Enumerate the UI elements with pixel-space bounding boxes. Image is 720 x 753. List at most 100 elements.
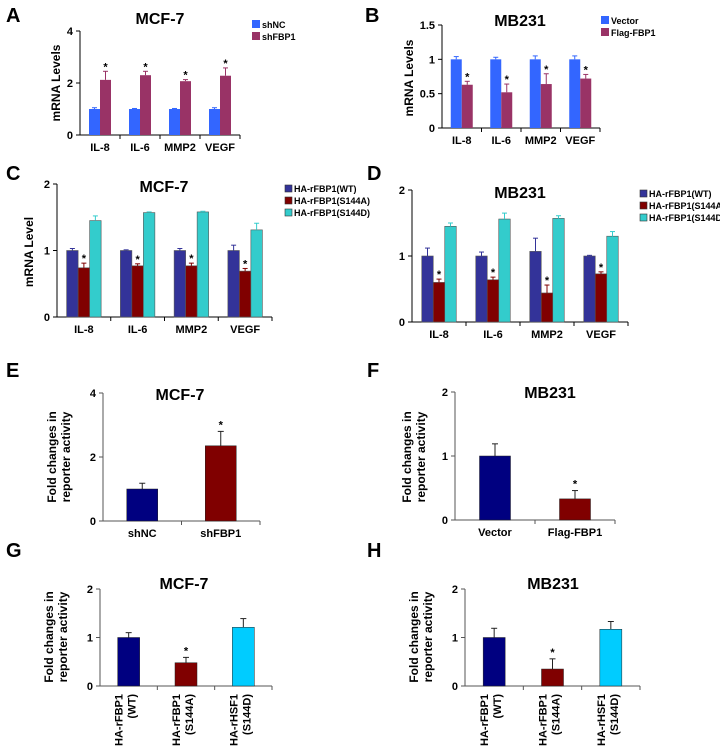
x-category-label: VEGF — [565, 135, 595, 147]
significance-star: * — [243, 258, 248, 270]
legend-label: HA-rFBP1(WT) — [294, 184, 357, 194]
bar — [89, 220, 102, 318]
legend-swatch — [284, 184, 293, 193]
bar — [541, 668, 564, 687]
legend-label: shFBP1 — [262, 32, 296, 42]
y-tick-label: 4 — [90, 388, 97, 400]
bar — [421, 255, 434, 323]
y-tick-label: 1.5 — [420, 20, 435, 32]
bar — [120, 250, 133, 318]
bar — [126, 488, 158, 522]
x-category-label: VEGF — [205, 142, 235, 154]
bar — [173, 250, 186, 318]
bar — [482, 637, 506, 687]
significance-star: * — [103, 61, 108, 73]
x-category-label: shFBP1 — [200, 528, 241, 540]
x-category-label: (S144D) — [241, 694, 253, 735]
chart-title: MB231 — [527, 576, 579, 593]
panel-f: F MB231 0 1 2 Fold changes in reporter activit… — [367, 360, 616, 539]
bar — [450, 59, 462, 129]
panel-b: B MB231 0 0.5 1 1.5 mRNA Levels IL-8 * IL-6 * MMP2 *… — [365, 5, 656, 147]
x-category-label: MMP2 — [525, 135, 557, 147]
y-tick-label: 0 — [87, 681, 93, 693]
bar — [583, 255, 596, 323]
bar — [100, 79, 111, 135]
y-tick-label: 0 — [442, 515, 448, 527]
panel-a: A MCF-7 0 2 4 mRNA Levels IL-8 * IL-6 * MMP2 * VEGF *… — [6, 5, 296, 154]
bar — [529, 59, 541, 129]
bar — [606, 235, 619, 323]
y-tick-label: 1 — [44, 246, 50, 258]
x-category-label: MMP2 — [531, 329, 563, 341]
x-category-label: IL-6 — [128, 324, 148, 336]
significance-star: * — [545, 275, 550, 287]
panel-label: H — [367, 540, 381, 562]
bar — [239, 270, 252, 318]
bar — [169, 109, 180, 135]
chart-title: MCF-7 — [160, 576, 209, 593]
bar — [444, 226, 457, 323]
legend: HA-rFBP1(WT) HA-rFBP1(S144A) HA-rFBP1(S144… — [639, 189, 720, 223]
legend-label: Vector — [611, 16, 639, 26]
panel-label: F — [367, 360, 379, 382]
x-category-label: MMP2 — [164, 142, 196, 154]
bar — [552, 218, 565, 323]
legend-label: HA-rFBP1(S144A) — [649, 201, 720, 211]
bar — [498, 218, 511, 323]
legend: shNC shFBP1 — [252, 20, 296, 42]
legend-label: shNC — [262, 20, 286, 30]
x-category-label: HA-rFBP1 — [171, 694, 183, 746]
bar — [220, 75, 231, 135]
bar — [232, 627, 255, 687]
panel-label: D — [367, 163, 381, 185]
legend-swatch — [252, 32, 260, 40]
y-tick-label: 1 — [399, 251, 405, 263]
x-category-label: HA-rHSF1 — [596, 694, 608, 746]
bar — [599, 629, 623, 687]
y-tick-label: 0 — [452, 681, 458, 693]
panel-g: G MCF-7 0 1 2 Fold changes in reporter activit… — [6, 540, 273, 746]
significance-star: * — [437, 269, 442, 281]
significance-star: * — [465, 71, 470, 83]
panel-c: C MCF-7 0 1 2 mRNA Level IL-8 * IL-6 * MMP2 * VEGF * H… — [6, 163, 370, 336]
significance-star: * — [573, 479, 578, 491]
x-category-label: (S144A) — [551, 694, 563, 735]
x-category-label: IL-6 — [130, 142, 150, 154]
y-axis-label: reporter activity — [56, 591, 70, 682]
bar — [486, 279, 500, 323]
bar — [501, 92, 513, 128]
significance-star: * — [189, 253, 194, 265]
panel-label: A — [6, 5, 20, 27]
y-axis-label: reporter activity — [414, 411, 428, 502]
bar — [479, 455, 511, 521]
bar — [196, 211, 209, 318]
bar — [129, 109, 140, 135]
chart-title: MB231 — [494, 13, 546, 30]
y-tick-label: 2 — [442, 387, 448, 399]
y-tick-label: 0 — [429, 123, 435, 135]
significance-star: * — [544, 64, 549, 76]
y-tick-label: 0.5 — [420, 89, 435, 101]
significance-star: * — [599, 262, 604, 274]
significance-star: * — [135, 254, 140, 266]
bar — [432, 282, 446, 323]
x-category-label: IL-6 — [483, 329, 503, 341]
x-category-label: shNC — [128, 528, 157, 540]
y-tick-label: 1 — [429, 54, 435, 66]
y-axis-label: Fold changes in — [407, 591, 421, 682]
bar — [77, 267, 90, 318]
x-category-label: MMP2 — [175, 324, 207, 336]
y-tick-label: 1 — [442, 451, 448, 463]
legend-label: HA-rFBP1(S144D) — [649, 213, 720, 223]
panel-label: C — [6, 163, 20, 185]
bar — [143, 212, 156, 318]
panel-label: E — [6, 360, 19, 382]
bar — [490, 59, 502, 129]
legend-swatch — [284, 196, 293, 205]
y-axis-label: mRNA Levels — [49, 44, 63, 121]
significance-star: * — [223, 58, 228, 70]
bar — [529, 251, 542, 323]
x-category-label: IL-8 — [429, 329, 449, 341]
legend-swatch — [601, 28, 609, 36]
y-tick-label: 2 — [90, 452, 96, 464]
